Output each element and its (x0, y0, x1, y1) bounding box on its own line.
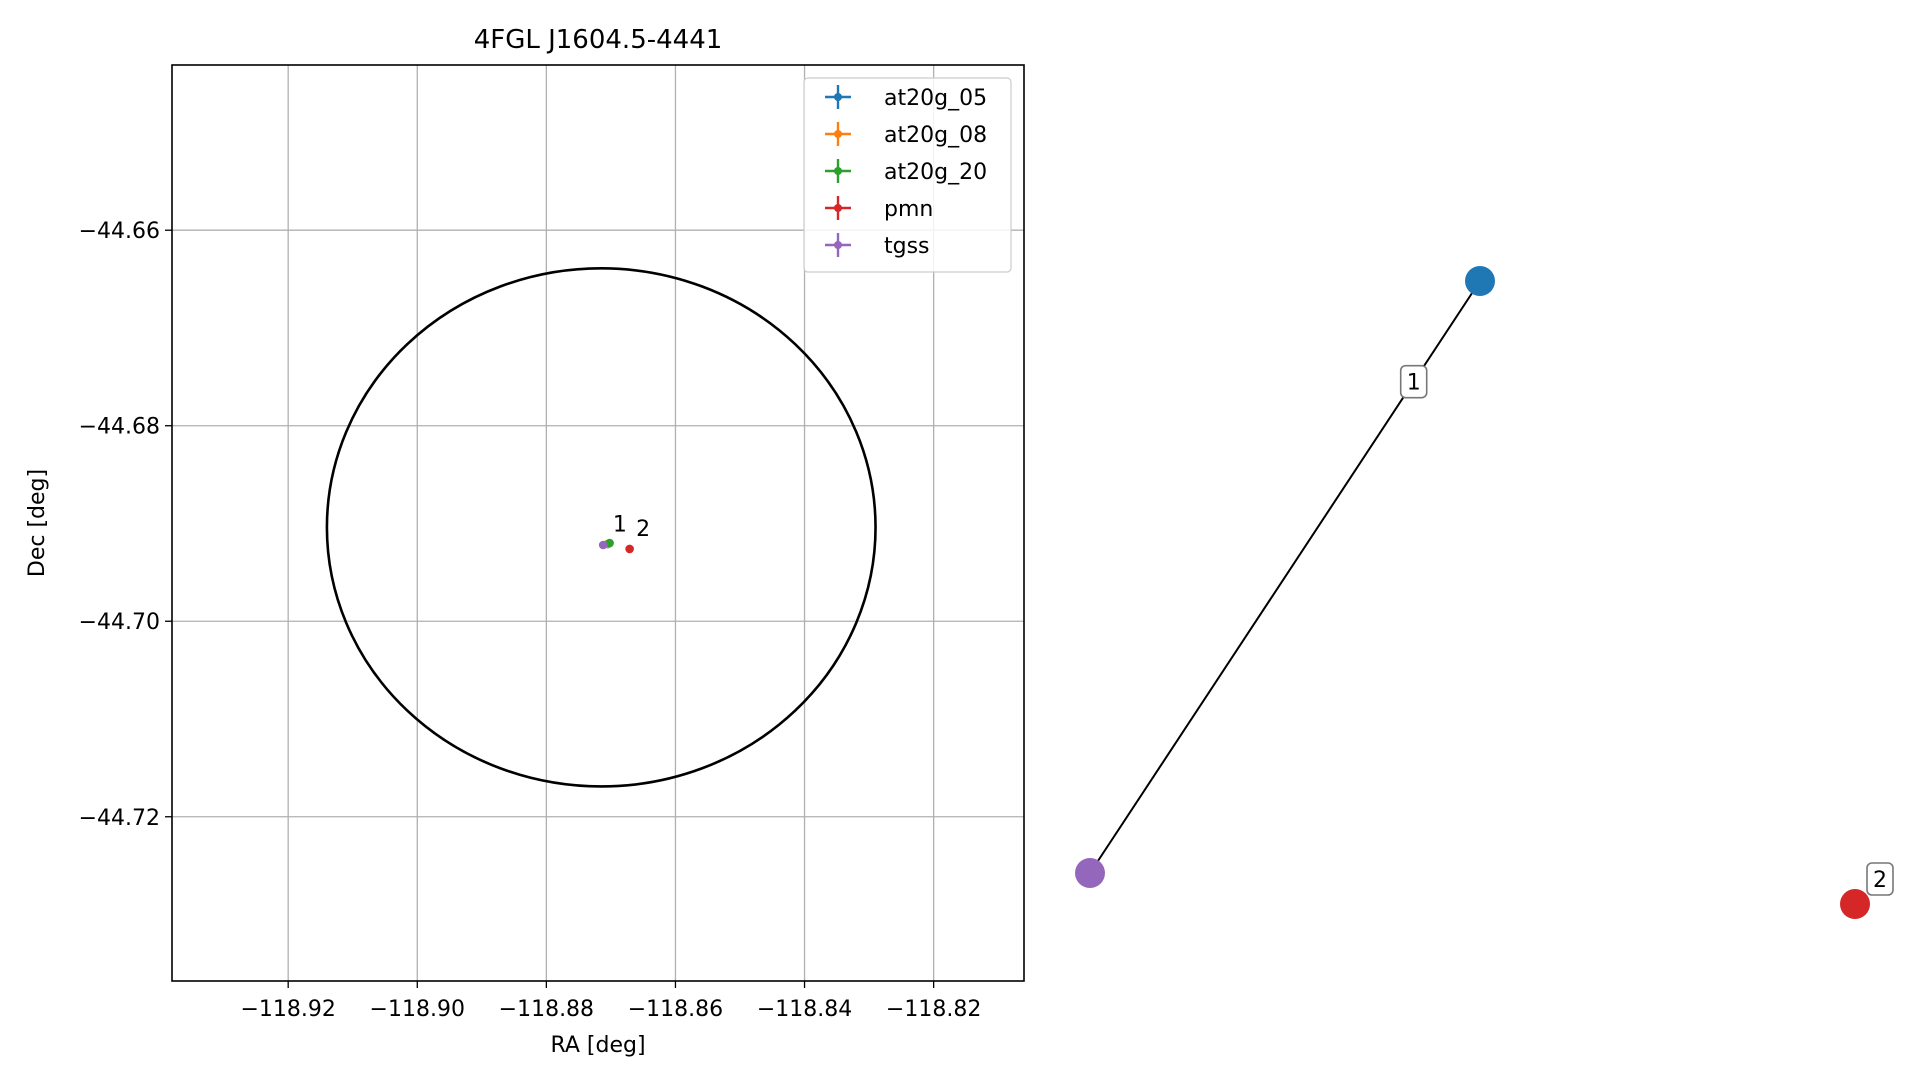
legend-box (803, 77, 1012, 273)
legend-marker-dot (834, 93, 842, 101)
y-tick-label: −44.68 (79, 415, 160, 440)
point-label: 1 (613, 512, 627, 537)
node-label-box (1866, 862, 1894, 896)
y-tick-label: −44.66 (79, 219, 160, 244)
x-axis-label: RA [deg] (550, 1033, 645, 1058)
legend-marker-dot (834, 130, 842, 138)
edge-label: 1 (1399, 364, 1428, 399)
legend-marker-dot (834, 204, 842, 212)
legend-label: tgss (884, 234, 930, 259)
y-axis-ticks: −44.66 −44.68 −44.70 −44.72 (79, 219, 172, 831)
legend-item-at20g-05: at20g_05 (825, 85, 987, 111)
legend-item-pmn: pmn (825, 196, 933, 222)
legend-label: pmn (884, 197, 933, 222)
graph-node-tgss (1075, 858, 1105, 888)
x-tick-label: −118.84 (757, 997, 852, 1022)
node-label: 2 (1866, 862, 1894, 896)
node-layer (1075, 266, 1870, 919)
point-pmn (625, 544, 634, 554)
edge-label-box (1399, 364, 1428, 399)
x-tick-label: −118.92 (240, 997, 335, 1022)
y-tick-label: −44.70 (79, 610, 160, 635)
y-tick-label: −44.72 (79, 806, 160, 831)
plot-frame (171, 64, 1025, 982)
x-tick-label: −118.82 (886, 997, 981, 1022)
edge-label-text: 1 (1407, 371, 1421, 396)
graph-node-at20g (1465, 266, 1495, 296)
graph-node-pmn (1840, 889, 1870, 919)
error-ellipse (325, 267, 877, 788)
x-tick-label: −118.88 (499, 997, 594, 1022)
x-axis-ticks: −118.92 −118.90 −118.88 −118.86 −118.84 −118.… (240, 981, 981, 1022)
legend-marker-dot (834, 167, 842, 175)
legend-item-tgss: tgss (825, 233, 930, 259)
x-tick-label: −118.86 (628, 997, 723, 1022)
node-label-text: 2 (1873, 868, 1887, 893)
network-graph: 12 (1075, 266, 1894, 919)
legend-label: at20g_20 (884, 160, 987, 185)
legend-label: at20g_08 (884, 123, 987, 148)
chart-title: 4FGL J1604.5-4441 (474, 25, 723, 55)
graph-label-layer: 12 (1399, 364, 1894, 896)
point-label: 2 (636, 517, 650, 542)
point-tgss (598, 540, 608, 550)
x-tick-label: −118.90 (370, 997, 465, 1022)
data-points-layer (598, 538, 634, 554)
point-at20g-20 (605, 538, 614, 548)
legend-marker-dot (834, 241, 842, 249)
legend-item-at20g-08: at20g_08 (825, 122, 987, 148)
error-ellipse-layer (325, 267, 877, 788)
legend-label: at20g_05 (884, 86, 987, 111)
y-axis-label: Dec [deg] (25, 469, 50, 577)
legend-item-at20g-20: at20g_20 (825, 159, 987, 185)
